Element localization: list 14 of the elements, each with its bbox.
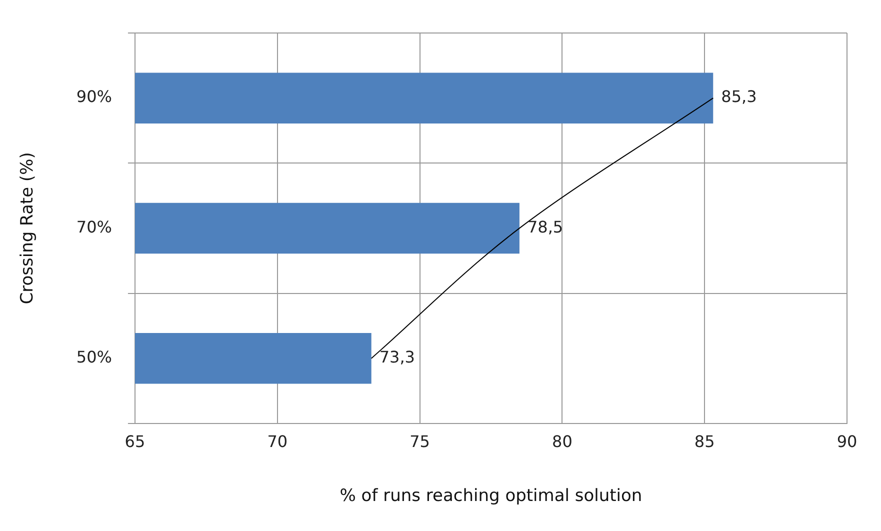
x-tick-label: 75 — [410, 432, 430, 452]
x-tick-label: 65 — [124, 432, 146, 452]
data-label: 85,3 — [721, 87, 757, 106]
x-tick-label: 85 — [694, 432, 715, 452]
x-tick-label: 80 — [552, 432, 572, 452]
y-tick-label: 70% — [76, 217, 112, 236]
x-tick-label: 90 — [836, 432, 858, 452]
x-tick-label: 70 — [267, 432, 288, 452]
y-tick-label: 90% — [76, 87, 112, 106]
y-tick-label: 50% — [76, 347, 112, 366]
x-axis-title: % of runs reaching optimal solution — [340, 486, 642, 506]
data-label: 78,5 — [527, 217, 564, 236]
data-label: 73,3 — [379, 347, 415, 366]
y-axis-title: Crossing Rate (%) — [18, 152, 38, 304]
